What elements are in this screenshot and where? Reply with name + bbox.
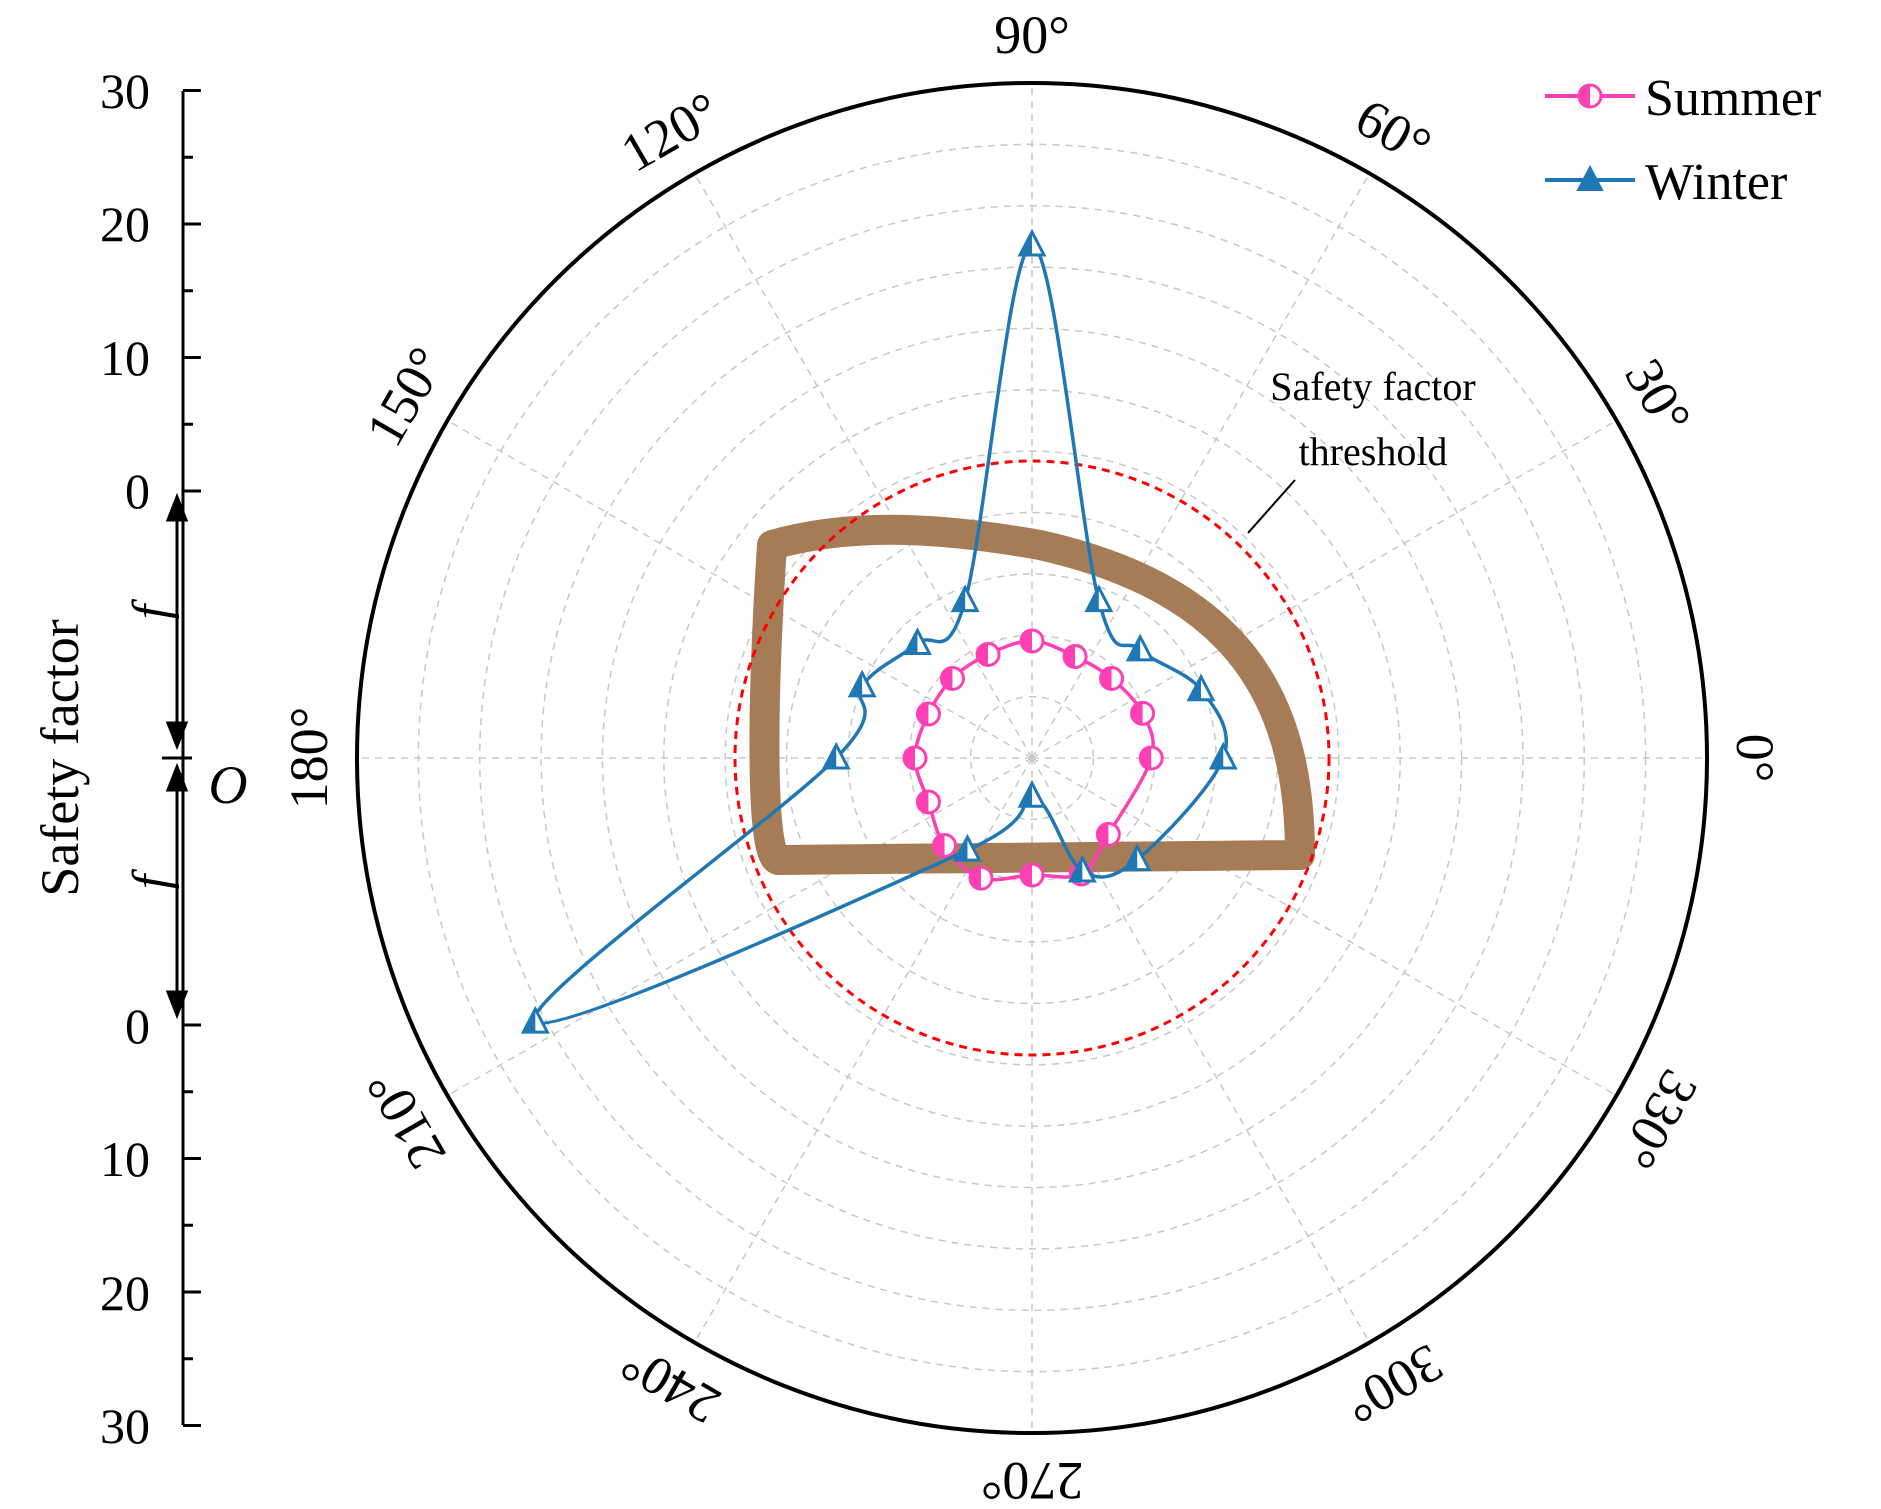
- winter-point-45: [1125, 633, 1155, 662]
- summer-point-67: [1062, 644, 1088, 670]
- summer-point-247: [968, 865, 994, 891]
- angle-label-330: 330°: [1607, 1060, 1710, 1179]
- angle-label-270: 270°: [981, 1451, 1084, 1509]
- angle-label-240: 240°: [611, 1333, 730, 1436]
- summer-series-line: [913, 639, 1155, 882]
- grid-spoke: [447, 419, 1033, 759]
- axis-tick-upper-20: 20: [100, 196, 150, 252]
- axis-tick-lower-10: 10: [100, 1131, 150, 1187]
- summer-point-315: [1095, 821, 1121, 847]
- lower-f-symbol: f: [123, 868, 180, 889]
- summer-point-270: [1019, 862, 1045, 888]
- safety-factor-axis: 30 20 10 0 0 10 20 30 f f O Safety facto…: [30, 63, 248, 1454]
- grid-spoke: [1031, 173, 1371, 759]
- polar-grid: [357, 83, 1707, 1433]
- winter-point-22: [1186, 673, 1216, 702]
- angle-label-300: 300°: [1334, 1333, 1453, 1436]
- tunnel-outline: [749, 514, 1315, 875]
- winter-point-316: [1122, 843, 1152, 872]
- winter-point-294: [1067, 854, 1097, 883]
- angle-label-180: 180°: [279, 707, 339, 810]
- legend-winter-marker: [1576, 164, 1604, 191]
- grid-spoke: [693, 173, 1033, 759]
- angle-label-120: 120°: [611, 80, 730, 183]
- angle-label-0: 0°: [1725, 734, 1785, 783]
- legend: Summer Winter: [1545, 70, 1821, 211]
- axis-tick-upper-0: 0: [125, 463, 150, 519]
- threshold-leader-line: [1247, 479, 1296, 534]
- axis-tick-lower-20: 20: [100, 1265, 150, 1321]
- axis-tick-upper-30: 30: [100, 63, 150, 119]
- axis-ticks: [183, 89, 201, 1427]
- angle-label-210: 210°: [354, 1060, 457, 1179]
- legend-winter-label: Winter: [1645, 154, 1787, 211]
- axis-tick-lower-0: 0: [125, 998, 150, 1054]
- summer-point-135: [939, 665, 965, 691]
- winter-series-line: [532, 243, 1229, 1025]
- lower-double-arrow: [165, 762, 189, 1020]
- upper-double-arrow: [165, 492, 189, 751]
- grid-spoke: [1031, 757, 1371, 1343]
- grid-ring: [969, 695, 1095, 821]
- grid-spoke: [447, 757, 1033, 1097]
- angle-label-30: 30°: [1613, 349, 1703, 444]
- summer-point-22: [1130, 700, 1156, 726]
- axis-tick-upper-10: 10: [100, 330, 150, 386]
- winter-point-135: [902, 627, 932, 655]
- threshold-label-line1: Safety factor: [1270, 364, 1475, 409]
- winter-point-67: [1084, 584, 1114, 613]
- summer-point-157: [915, 701, 941, 727]
- summer-point-90: [1019, 628, 1045, 654]
- origin-label: O: [209, 755, 248, 815]
- summer-point-203: [915, 789, 941, 815]
- threshold-ring: [733, 459, 1331, 1057]
- threshold-annotation: Safety factor threshold: [1247, 364, 1476, 534]
- legend-summer: Summer: [1545, 70, 1821, 127]
- summer-point-180: [902, 745, 928, 771]
- series-layer: [520, 228, 1238, 1034]
- summer-point-0: [1138, 745, 1164, 771]
- winter-point-90: [1017, 228, 1047, 257]
- winter-point-0: [1208, 741, 1238, 770]
- summer-point-225: [931, 833, 957, 859]
- winter-point-113: [950, 584, 980, 613]
- summer-point-113: [975, 641, 1001, 667]
- grid-ring: [540, 266, 1524, 1250]
- plot-boundary: [355, 81, 1709, 1435]
- upper-f-symbol: f: [123, 598, 180, 619]
- winter-point-157: [847, 669, 877, 698]
- grid-spoke: [1031, 419, 1617, 759]
- threshold-label-line2: threshold: [1299, 429, 1448, 474]
- legend-summer-label: Summer: [1645, 70, 1821, 127]
- angle-label-90: 90°: [994, 5, 1070, 65]
- grid-spoke: [1031, 757, 1617, 1097]
- axis-title: Safety factor: [30, 619, 90, 896]
- axis-tick-lower-30: 30: [100, 1398, 150, 1454]
- angle-label-150: 150°: [354, 337, 457, 456]
- angle-label-60: 60°: [1346, 87, 1441, 177]
- summer-point-45: [1099, 665, 1125, 691]
- legend-winter: Winter: [1545, 154, 1787, 211]
- winter-point-180: [821, 741, 851, 770]
- winter-point-208: [520, 1005, 550, 1034]
- legend-summer-marker-fill: [1579, 85, 1590, 107]
- winter-point-235: [952, 833, 982, 862]
- grid-spoke: [693, 757, 1033, 1343]
- grid-ring: [724, 450, 1340, 1066]
- winter-point-270: [1017, 780, 1047, 808]
